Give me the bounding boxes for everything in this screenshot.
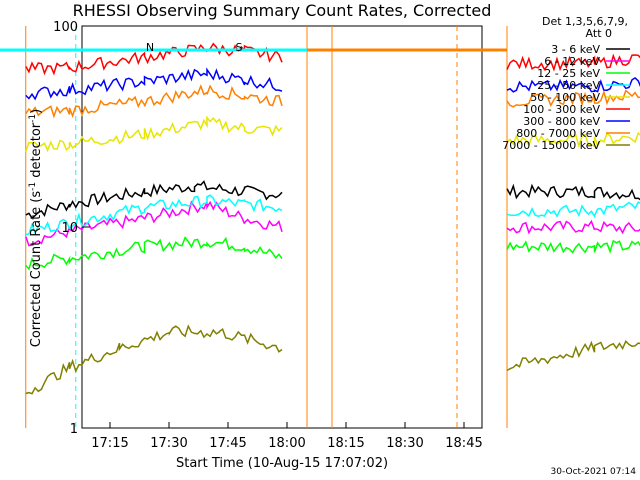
legend-item-0: 3 - 6 keV	[551, 43, 600, 56]
series-line-7-0	[25, 84, 283, 119]
y-axis-label-sup1: -1	[28, 182, 38, 191]
y-axis-label-mid: detector	[29, 122, 44, 182]
legend-header-line2: Att 0	[586, 27, 612, 40]
series-line-2-1	[506, 239, 640, 254]
series-line-3-1	[506, 201, 640, 219]
y-tick-label-1: 10	[61, 221, 78, 236]
chart-title: RHESSI Observing Summary Count Rates, Co…	[73, 1, 492, 20]
series-line-0-0	[25, 180, 283, 219]
legend-item-8: 7000 - 15000 keV	[502, 139, 600, 152]
series-line-6-1	[506, 76, 640, 93]
y-axis-label-sup2: -1	[28, 114, 38, 123]
series-line-8-1	[506, 339, 640, 372]
x-tick-label-2: 17:45	[209, 436, 246, 451]
y-axis-label-start: Corrected Count Rate (s	[29, 191, 44, 348]
legend-item-5: 100 - 300 keV	[523, 103, 600, 116]
x-tick-label-5: 18:30	[386, 436, 423, 451]
y-axis-label-end: )	[29, 109, 44, 114]
series-line-4-1	[506, 131, 640, 149]
timestamp: 30-Oct-2021 07:14	[551, 467, 637, 477]
legend-item-7: 800 - 7000 keV	[516, 127, 600, 140]
x-tick-label-3: 18:00	[268, 436, 305, 451]
legend-item-4: 50 - 100 keV	[530, 91, 600, 104]
y-axis-label: Corrected Count Rate (s-1 detector-1)	[28, 109, 44, 347]
x-tick-label-1: 17:30	[150, 436, 187, 451]
series-line-3-0	[25, 194, 283, 236]
axis-ticks: 17:15 17:30 17:45 18:00 18:15 18:30 18:45 1 10 10…	[53, 20, 483, 451]
x-tick-label-6: 18:45	[445, 436, 482, 451]
x-tick-label-4: 18:15	[327, 436, 364, 451]
y-tick-label-0: 1	[70, 422, 78, 437]
series-line-5-1	[506, 53, 640, 72]
flag-label-1: S	[236, 41, 243, 54]
series-line-1-1	[506, 219, 640, 235]
series-line-7-1	[506, 89, 640, 108]
legend-item-6: 300 - 800 keV	[523, 115, 600, 128]
x-tick-label-0: 17:15	[91, 436, 128, 451]
legend-item-2: 12 - 25 keV	[537, 67, 600, 80]
y-tick-label-2: 100	[53, 20, 78, 35]
series-line-2-0	[25, 236, 283, 271]
series-line-6-0	[25, 67, 283, 101]
legend-item-1: 6 - 12 keV	[544, 55, 600, 68]
flag-label-0: N	[146, 41, 154, 54]
x-axis-label: Start Time (10-Aug-15 17:07:02)	[176, 456, 388, 471]
series-line-4-0	[25, 115, 283, 153]
series-lines	[25, 42, 640, 395]
series-line-5-0	[25, 42, 283, 76]
series-line-8-0	[25, 324, 283, 395]
plot-background	[81, 25, 483, 429]
series-line-0-1	[506, 183, 640, 201]
legend-item-3: 25 - 50 keV	[537, 79, 600, 92]
legend-header-line1: Det 1,3,5,6,7,9,	[542, 15, 628, 28]
